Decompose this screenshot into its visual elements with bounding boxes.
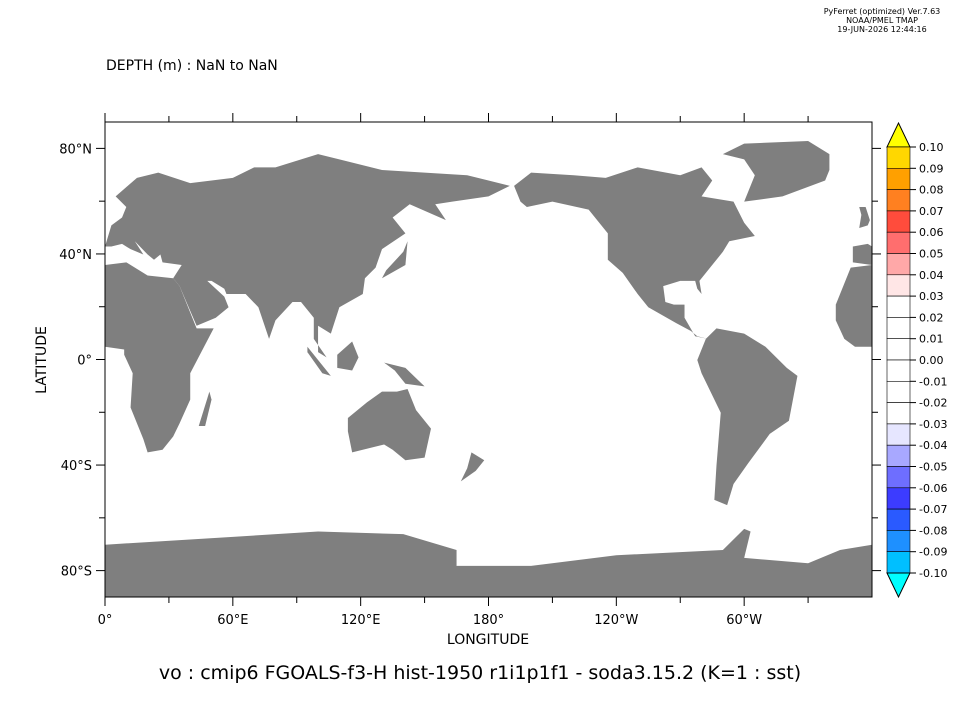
colorbar-box bbox=[886, 295, 911, 318]
sumatra bbox=[307, 346, 331, 376]
colorbar-label: 0.00 bbox=[919, 354, 944, 367]
colorbar-label: -0.05 bbox=[919, 461, 947, 474]
colorbar-label: 0.03 bbox=[919, 290, 944, 303]
colorbar-label: 0.08 bbox=[919, 184, 944, 197]
colorbar-label: -0.02 bbox=[919, 397, 947, 410]
north-america bbox=[514, 167, 755, 339]
colorbar-box bbox=[886, 402, 911, 425]
colorbar-label: 0.01 bbox=[919, 333, 944, 346]
colorbar-label: -0.09 bbox=[919, 546, 947, 559]
colorbar-box bbox=[886, 508, 911, 531]
land bbox=[105, 140, 873, 598]
eurasia bbox=[105, 154, 510, 358]
colorbar-label: -0.08 bbox=[919, 524, 947, 537]
colorbar-box bbox=[886, 487, 911, 510]
new-guinea bbox=[384, 362, 425, 387]
y-tick-label: 80°S bbox=[61, 565, 92, 580]
y-tick-label: 80°N bbox=[59, 142, 92, 157]
colorbar-label: -0.01 bbox=[919, 375, 947, 388]
colorbar-label: -0.04 bbox=[919, 439, 947, 452]
x-tick-label: 60°E bbox=[217, 613, 248, 628]
colorbar-box bbox=[886, 189, 911, 212]
colorbar-label: 0.05 bbox=[919, 248, 944, 261]
colorbar-arrow bbox=[886, 121, 911, 148]
y-tick-label: 0° bbox=[77, 354, 92, 369]
x-tick-label: 0° bbox=[98, 613, 113, 628]
y-tick-label: 40°S bbox=[61, 459, 92, 474]
header-line: NOAA/PMEL TMAP bbox=[846, 16, 918, 25]
colorbar-box bbox=[886, 551, 911, 574]
header-line: 19-JUN-2026 12:44:16 bbox=[837, 25, 926, 34]
caption: vo : cmip6 FGOALS-f3-H hist-1950 r1i1p1f… bbox=[159, 662, 801, 684]
south-america bbox=[697, 328, 798, 506]
colorbar-box bbox=[886, 317, 911, 339]
x-tick-label: 60°W bbox=[726, 613, 762, 628]
colorbar-label: -0.06 bbox=[919, 482, 947, 495]
africa-west bbox=[835, 264, 873, 347]
colorbar-box bbox=[886, 444, 911, 467]
australia bbox=[347, 389, 431, 461]
x-tick-label: 120°E bbox=[341, 613, 381, 628]
y-axis-label: LATITUDE bbox=[34, 326, 50, 394]
colorbar-arrow bbox=[886, 572, 911, 599]
colorbar-box bbox=[886, 530, 911, 553]
colorbar-label: -0.03 bbox=[919, 418, 947, 431]
x-tick-label: 120°W bbox=[594, 613, 638, 628]
greenland bbox=[722, 140, 830, 202]
x-tick-label: 180° bbox=[473, 613, 504, 628]
madagascar bbox=[198, 391, 212, 426]
x-axis-label: LONGITUDE bbox=[447, 632, 529, 648]
colorbar-label: 0.06 bbox=[919, 226, 944, 239]
colorbar-box bbox=[886, 466, 911, 489]
borneo bbox=[337, 341, 359, 371]
new-zealand bbox=[460, 452, 485, 482]
britain bbox=[859, 206, 870, 229]
colorbar-box bbox=[886, 146, 911, 169]
colorbar-box bbox=[886, 231, 911, 254]
header-line: PyFerret (optimized) Ver.7.63 bbox=[824, 7, 941, 16]
y-tick-label: 40°N bbox=[59, 248, 92, 263]
colorbar-label: -0.10 bbox=[919, 567, 947, 580]
colorbar-box bbox=[886, 253, 911, 276]
colorbar-box bbox=[886, 168, 911, 190]
colorbar-box bbox=[886, 338, 911, 361]
title: DEPTH (m) : NaN to NaN bbox=[106, 58, 278, 74]
colorbar-box bbox=[886, 380, 911, 403]
colorbar-label: 0.07 bbox=[919, 205, 944, 218]
antarctica bbox=[105, 528, 873, 598]
japan bbox=[381, 241, 408, 279]
europe-west bbox=[852, 243, 873, 265]
colorbar-box bbox=[886, 210, 911, 233]
colorbar-label: 0.02 bbox=[919, 311, 944, 324]
colorbar-label: 0.10 bbox=[919, 141, 944, 154]
colorbar-label: 0.04 bbox=[919, 269, 944, 282]
africa bbox=[105, 262, 214, 453]
colorbar-box bbox=[886, 423, 911, 446]
axes: 0° 60°E 120°E 180° 120°W 60°W 80°N 40°N 0° 40°S 80… bbox=[59, 113, 947, 628]
colorbar-box bbox=[886, 359, 911, 382]
colorbar-label: 0.09 bbox=[919, 162, 944, 175]
colorbar-box bbox=[886, 274, 911, 297]
colorbar-label: -0.07 bbox=[919, 503, 947, 516]
